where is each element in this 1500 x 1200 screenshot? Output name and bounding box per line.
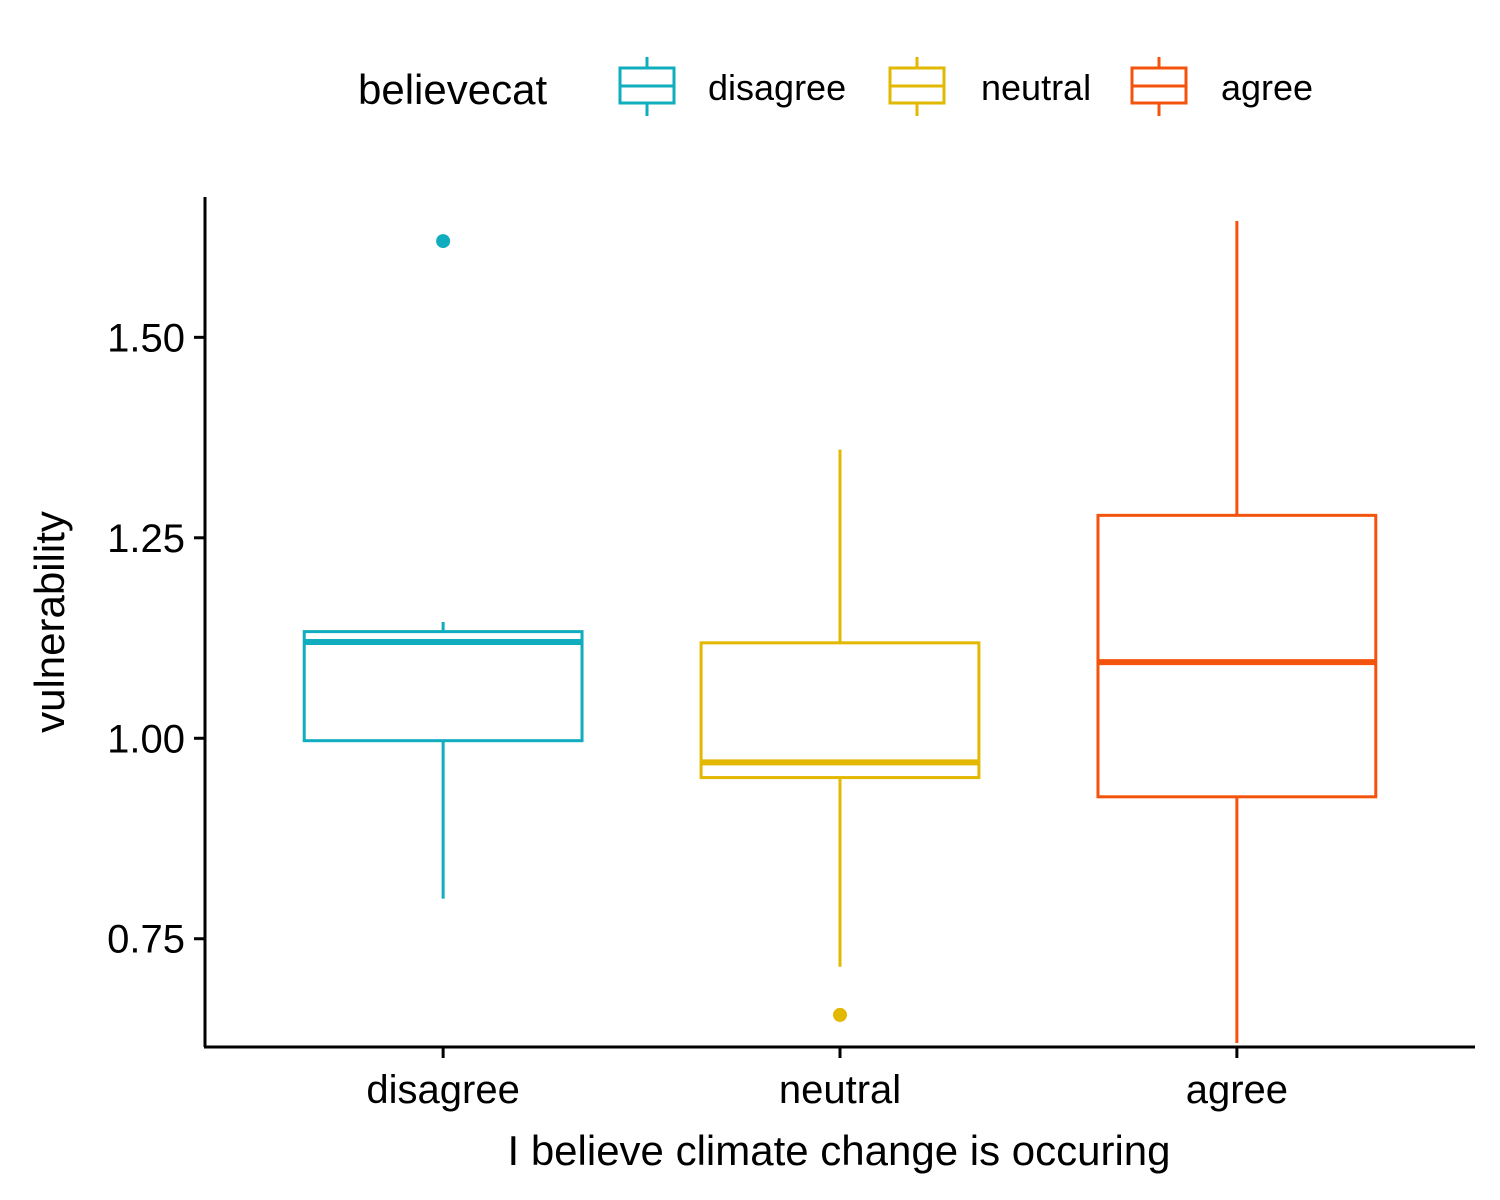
box-disagree bbox=[302, 234, 584, 899]
legend-key-neutral: neutral bbox=[888, 57, 1091, 116]
legend-title: believecat bbox=[358, 66, 547, 113]
legend-label-neutral: neutral bbox=[981, 67, 1091, 108]
x-tick-label: neutral bbox=[779, 1068, 901, 1112]
y-tick-label: 1.50 bbox=[107, 316, 185, 360]
y-axis-ticks: 0.75 1.00 1.25 1.50 bbox=[107, 316, 205, 962]
box-agree bbox=[1096, 221, 1378, 1043]
x-axis-title: I believe climate change is occuring bbox=[507, 1127, 1170, 1174]
box-neutral bbox=[699, 449, 981, 1022]
legend: believecat disagree neutral agree bbox=[358, 57, 1313, 116]
y-axis-title: vulnerability bbox=[26, 511, 73, 733]
x-tick-label: agree bbox=[1186, 1068, 1288, 1112]
x-axis-ticks: disagree neutral agree bbox=[366, 1047, 1288, 1112]
box-iqr bbox=[1096, 513, 1378, 799]
legend-label-agree: agree bbox=[1221, 67, 1313, 108]
outlier-point bbox=[436, 234, 451, 249]
y-tick-label: 1.25 bbox=[107, 517, 185, 561]
box-iqr bbox=[699, 641, 981, 780]
y-tick-label: 0.75 bbox=[107, 918, 185, 962]
legend-key-disagree: disagree bbox=[618, 57, 846, 116]
legend-keys: disagree neutral agree bbox=[618, 57, 1313, 116]
y-tick-label: 1.00 bbox=[107, 717, 185, 761]
boxes-layer bbox=[302, 221, 1378, 1043]
legend-label-disagree: disagree bbox=[708, 67, 846, 108]
outlier-point bbox=[833, 1007, 847, 1022]
legend-key-agree: agree bbox=[1130, 57, 1313, 116]
x-tick-label: disagree bbox=[366, 1068, 519, 1112]
box-iqr bbox=[302, 630, 584, 743]
